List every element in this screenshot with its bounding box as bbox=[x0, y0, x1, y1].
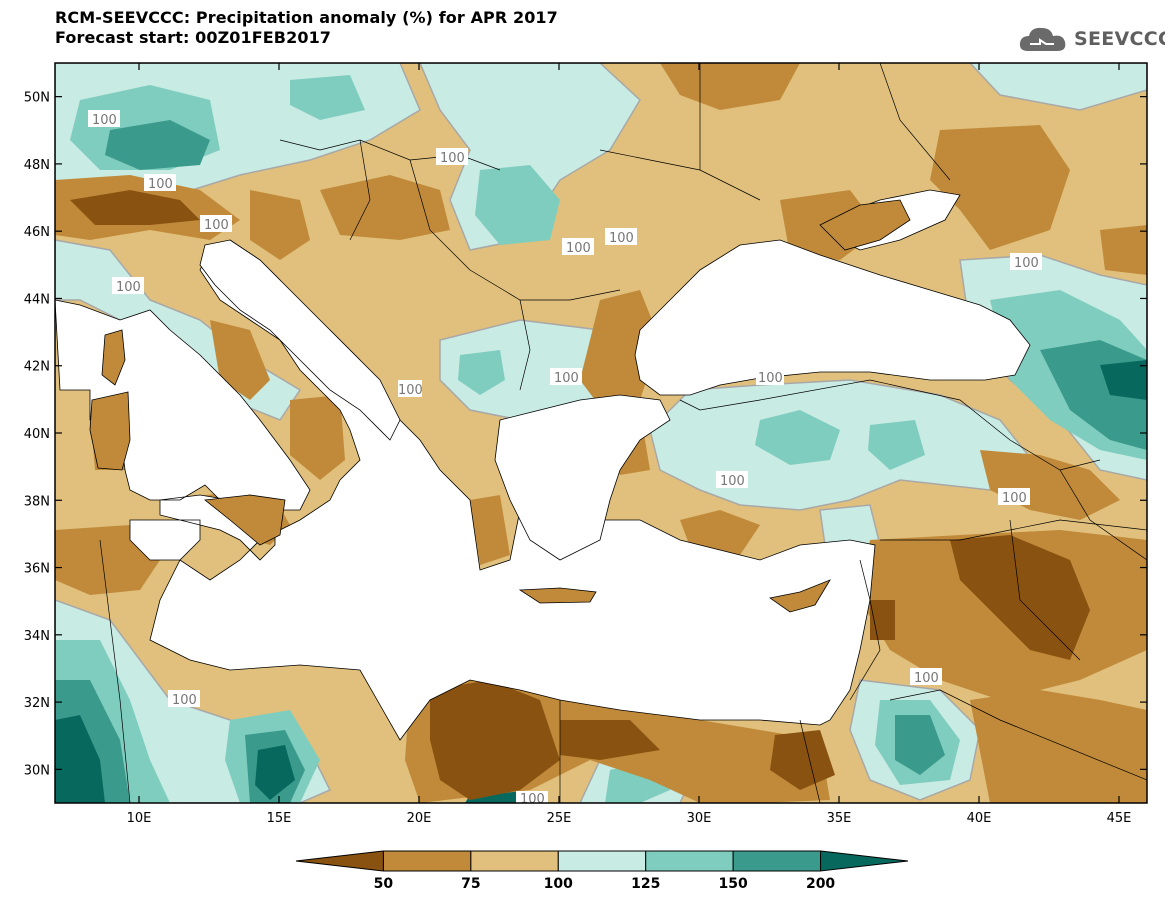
contour-label: 100 bbox=[562, 238, 594, 256]
contour-label: 100 bbox=[516, 791, 548, 807]
lat-tick-label: 30N bbox=[24, 763, 50, 778]
aegean-sea bbox=[494, 394, 671, 561]
longitude-axis: 10E 15E 20E 25E 30E 35E 40E 45E bbox=[127, 63, 1132, 826]
island-crimea bbox=[819, 199, 911, 251]
island-sardinia bbox=[89, 391, 131, 471]
lon-tick-label: 20E bbox=[407, 811, 432, 826]
colorbar-swatch bbox=[645, 850, 734, 872]
contour-label: 100 bbox=[168, 690, 200, 708]
colorbar-label: 100 bbox=[544, 876, 573, 892]
lon-tick-label: 25E bbox=[547, 811, 572, 826]
colorbar-label: 125 bbox=[631, 876, 660, 892]
svg-text:100: 100 bbox=[758, 371, 783, 386]
svg-text:100: 100 bbox=[609, 231, 634, 246]
island-corsica bbox=[101, 329, 126, 386]
svg-text:100: 100 bbox=[440, 151, 465, 166]
colorbar-label: 50 bbox=[374, 876, 394, 892]
lat-tick-label: 34N bbox=[24, 629, 50, 644]
contour-label: 100 bbox=[910, 668, 942, 686]
svg-text:100: 100 bbox=[172, 693, 197, 708]
lat-tick-label: 32N bbox=[24, 696, 50, 711]
map-title: RCM-SEEVCCC: Precipitation anomaly (%) f… bbox=[55, 8, 558, 48]
colorbar-label: 150 bbox=[719, 876, 748, 892]
contour-label: 100 bbox=[398, 380, 423, 398]
contour-label: 100 bbox=[144, 174, 176, 192]
contour-label: 100 bbox=[112, 277, 144, 295]
island-cyprus bbox=[769, 579, 831, 613]
contour-label: 100 bbox=[550, 368, 582, 386]
lon-tick-label: 10E bbox=[127, 811, 152, 826]
lat-tick-label: 36N bbox=[24, 562, 50, 577]
seevccc-logo: SEEVCCC bbox=[1018, 22, 1165, 56]
svg-text:100: 100 bbox=[914, 671, 939, 686]
contour-label: 100 bbox=[756, 368, 784, 386]
island-crete bbox=[518, 587, 597, 604]
lat-tick-label: 44N bbox=[24, 292, 50, 307]
contour-label: 100 bbox=[88, 110, 120, 128]
mediterranean-sea bbox=[55, 239, 876, 741]
contour-label: 100 bbox=[998, 488, 1030, 506]
contour-label: 100 bbox=[716, 471, 748, 489]
lat-tick-label: 46N bbox=[24, 225, 50, 240]
colorbar-swatch bbox=[732, 850, 822, 872]
country-borders bbox=[99, 63, 1147, 803]
lon-tick-label: 15E bbox=[267, 811, 292, 826]
contour-label: 100 bbox=[605, 228, 637, 246]
colorbar-label: 75 bbox=[461, 876, 480, 892]
black-sea bbox=[634, 239, 1031, 396]
svg-text:100: 100 bbox=[116, 280, 141, 295]
svg-text:100: 100 bbox=[1002, 491, 1027, 506]
map-plot-area: 100 100 100 100 100 100 100 100 100 100 … bbox=[55, 63, 1147, 807]
contour-label: 100 bbox=[436, 148, 468, 166]
logo-text: SEEVCCC bbox=[1074, 28, 1165, 50]
sea-areas bbox=[55, 189, 1031, 741]
islands bbox=[89, 199, 911, 613]
lat-tick-label: 38N bbox=[24, 494, 50, 509]
svg-text:100: 100 bbox=[204, 218, 229, 233]
lat-tick-label: 40N bbox=[24, 427, 50, 442]
svg-text:100: 100 bbox=[554, 371, 579, 386]
title-line-2: Forecast start: 00Z01FEB2017 bbox=[55, 28, 332, 47]
svg-text:100: 100 bbox=[566, 241, 591, 256]
extreme-wet-anomaly-areas bbox=[55, 360, 1147, 803]
lon-tick-label: 35E bbox=[827, 811, 852, 826]
cloud-icon bbox=[1019, 27, 1066, 51]
contour-label: 100 bbox=[200, 215, 232, 233]
colorbar-swatch bbox=[382, 850, 472, 872]
lat-tick-label: 48N bbox=[24, 158, 50, 173]
lon-tick-label: 40E bbox=[967, 811, 992, 826]
colorbar: 50 75 100 125 150 200 bbox=[295, 850, 909, 892]
colorbar-swatch bbox=[820, 850, 909, 872]
svg-text:100: 100 bbox=[398, 383, 423, 398]
title-line-1: RCM-SEEVCCC: Precipitation anomaly (%) f… bbox=[55, 8, 558, 27]
lon-tick-label: 30E bbox=[687, 811, 712, 826]
svg-text:100: 100 bbox=[520, 792, 545, 807]
colorbar-swatch bbox=[557, 850, 647, 872]
latitude-axis: 50N 48N 46N 44N 42N 40N 38N 36N 34N 32N 30N bbox=[24, 91, 1147, 778]
svg-text:100: 100 bbox=[92, 113, 117, 128]
colorbar-swatch bbox=[470, 850, 559, 872]
lon-tick-label: 45E bbox=[1107, 811, 1132, 826]
colorbar-label: 200 bbox=[806, 876, 835, 892]
contour-label: 100 bbox=[1010, 253, 1042, 271]
svg-text:100: 100 bbox=[148, 177, 173, 192]
svg-text:100: 100 bbox=[720, 474, 745, 489]
contour-labels: 100 100 100 100 100 100 100 100 100 100 … bbox=[88, 110, 1042, 807]
lat-tick-label: 50N bbox=[24, 91, 50, 106]
svg-text:100: 100 bbox=[1014, 256, 1039, 271]
colorbar-swatch bbox=[295, 850, 384, 872]
lat-tick-label: 42N bbox=[24, 360, 50, 375]
island-sicily bbox=[203, 494, 286, 546]
adriatic-sea bbox=[199, 239, 401, 441]
